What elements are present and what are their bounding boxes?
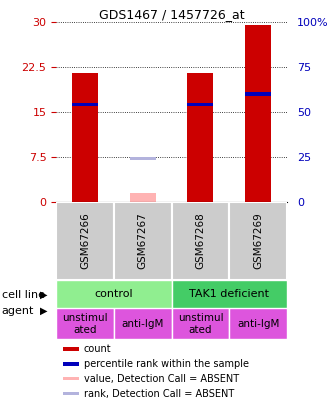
Bar — [56, 308, 114, 339]
Bar — [187, 102, 214, 106]
Bar — [63, 362, 79, 366]
Bar — [229, 308, 287, 339]
Bar — [172, 308, 229, 339]
Text: anti-IgM: anti-IgM — [121, 319, 164, 329]
Bar — [72, 102, 98, 106]
Bar — [56, 202, 114, 280]
Text: unstimul
ated: unstimul ated — [62, 313, 108, 335]
Text: TAK1 deficient: TAK1 deficient — [189, 289, 269, 299]
Text: unstimul
ated: unstimul ated — [178, 313, 223, 335]
Text: value, Detection Call = ABSENT: value, Detection Call = ABSENT — [84, 374, 239, 384]
Bar — [63, 377, 79, 380]
Bar — [245, 25, 271, 202]
Bar — [63, 392, 79, 395]
Text: GSM67267: GSM67267 — [138, 213, 148, 269]
Bar — [130, 193, 156, 202]
Text: agent: agent — [2, 306, 34, 316]
Title: GDS1467 / 1457726_at: GDS1467 / 1457726_at — [99, 8, 245, 21]
Text: control: control — [94, 289, 133, 299]
Bar — [245, 92, 271, 96]
Bar — [72, 73, 98, 202]
Bar — [56, 280, 172, 308]
Text: ▶: ▶ — [40, 306, 48, 316]
Text: percentile rank within the sample: percentile rank within the sample — [84, 359, 249, 369]
Bar — [172, 280, 287, 308]
Bar — [114, 308, 172, 339]
Text: rank, Detection Call = ABSENT: rank, Detection Call = ABSENT — [84, 388, 234, 399]
Bar — [229, 202, 287, 280]
Text: ▶: ▶ — [40, 290, 48, 300]
Bar — [172, 202, 229, 280]
Text: GSM67268: GSM67268 — [195, 213, 206, 269]
Text: GSM67269: GSM67269 — [253, 213, 263, 269]
Bar — [187, 73, 214, 202]
Text: count: count — [84, 344, 112, 354]
Text: GSM67266: GSM67266 — [80, 213, 90, 269]
Text: anti-IgM: anti-IgM — [237, 319, 280, 329]
Bar — [130, 157, 156, 160]
Text: cell line: cell line — [2, 290, 45, 300]
Bar — [114, 202, 172, 280]
Bar — [63, 347, 79, 351]
